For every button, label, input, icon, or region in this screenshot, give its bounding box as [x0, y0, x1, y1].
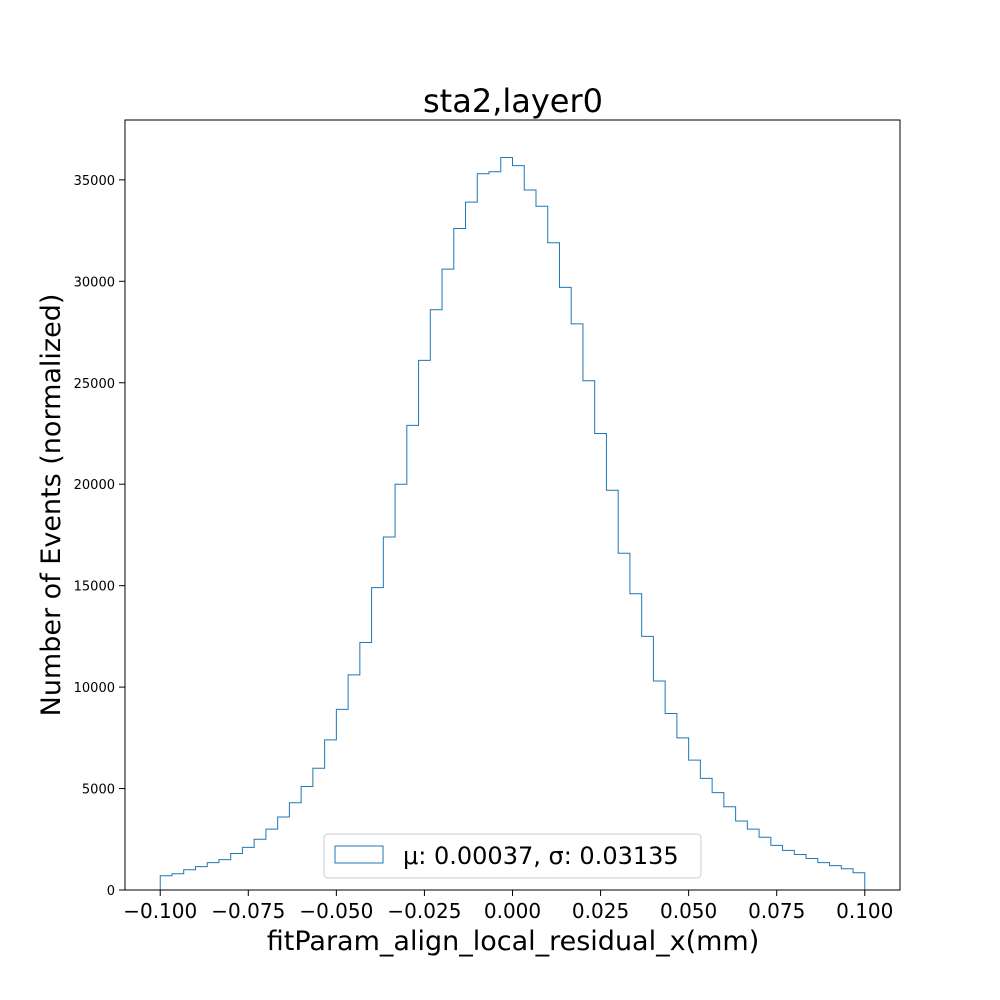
chart-title: sta2,layer0 — [423, 82, 603, 120]
histogram-bin — [231, 853, 243, 890]
histogram-bin — [454, 229, 466, 890]
legend-swatch — [334, 845, 384, 864]
histogram-bin — [442, 269, 454, 890]
histogram-bin — [219, 860, 231, 890]
histogram-bin — [184, 870, 196, 890]
histogram-bin — [571, 324, 583, 890]
legend: μ: 0.00037, σ: 0.03135 — [323, 833, 702, 879]
histogram-bin — [818, 863, 830, 890]
x-tick-label: −0.100 — [123, 899, 197, 923]
histogram-bin — [794, 854, 806, 890]
y-tick-label: 25000 — [74, 377, 115, 392]
histogram-bin — [466, 202, 478, 890]
x-tick-label: −0.050 — [299, 899, 373, 923]
x-tick-label: −0.075 — [211, 899, 285, 923]
histogram-bin — [477, 174, 489, 890]
histogram-bin — [160, 876, 172, 890]
y-tick-label: 35000 — [74, 174, 115, 189]
histogram-bin — [289, 803, 301, 890]
plot-frame — [124, 119, 901, 891]
histogram-bin — [395, 484, 407, 890]
histogram-bin — [853, 873, 865, 890]
histogram-bin — [595, 433, 607, 890]
histogram-bin — [419, 360, 431, 890]
histogram-bin — [501, 158, 513, 890]
y-tick-label: 20000 — [74, 478, 115, 493]
histogram-bin — [548, 243, 560, 890]
histogram-bin — [736, 821, 748, 890]
histogram-bin — [724, 807, 736, 890]
x-tick-label: 0.025 — [572, 899, 629, 923]
histogram-bin — [559, 287, 571, 890]
histogram-bin — [278, 817, 290, 890]
x-axis-label: fitParam_align_local_residual_x(mm) — [267, 926, 760, 957]
x-tick-label: 0.000 — [484, 899, 541, 923]
histogram-bin — [242, 847, 254, 890]
histogram-bin — [430, 310, 442, 890]
histogram-bin — [771, 845, 783, 890]
histogram-bin — [195, 867, 207, 890]
x-tick-label: 0.050 — [660, 899, 717, 923]
histogram-bin — [266, 829, 278, 890]
x-tick-label: 0.100 — [836, 899, 893, 923]
histogram-bin — [301, 787, 313, 890]
histogram-bin — [806, 859, 818, 890]
histogram-bin — [700, 778, 712, 890]
histogram-bin — [513, 166, 525, 890]
y-tick-label: 0 — [107, 884, 115, 899]
y-tick-label: 5000 — [82, 783, 115, 798]
histogram-bin — [583, 381, 595, 890]
x-axis-ticks: −0.100 −0.075 −0.050 −0.025 0.000 0.025 0.050 0… — [123, 890, 893, 923]
y-axis-label: Number of Events (normalized) — [36, 294, 67, 717]
y-tick-label: 10000 — [74, 681, 115, 696]
histogram-bin — [712, 793, 724, 890]
histogram-step-outline — [159, 157, 866, 890]
histogram-bin — [407, 425, 419, 890]
histogram-bin — [207, 863, 219, 890]
histogram-bin — [606, 490, 618, 890]
y-tick-label: 30000 — [74, 275, 115, 290]
histogram-bin — [536, 206, 548, 890]
histogram-bin — [830, 866, 842, 890]
histogram-bin — [841, 869, 853, 890]
histogram-bin — [313, 768, 325, 890]
histogram-bin — [489, 172, 501, 890]
histogram-bin — [524, 190, 536, 890]
x-tick-label: −0.025 — [387, 899, 461, 923]
legend-label: μ: 0.00037, σ: 0.03135 — [403, 842, 679, 870]
histogram-bin — [747, 829, 759, 890]
histogram-bin — [172, 874, 184, 890]
y-axis-ticks: 0 5000 10000 15000 20000 25000 30000 35000 — [74, 174, 125, 899]
histogram-bin — [759, 837, 771, 890]
histogram-bin — [783, 850, 795, 890]
histogram-bars — [160, 158, 865, 890]
x-tick-label: 0.075 — [748, 899, 805, 923]
histogram-bin — [254, 839, 266, 890]
y-tick-label: 15000 — [74, 580, 115, 595]
legend-frame — [323, 833, 702, 879]
